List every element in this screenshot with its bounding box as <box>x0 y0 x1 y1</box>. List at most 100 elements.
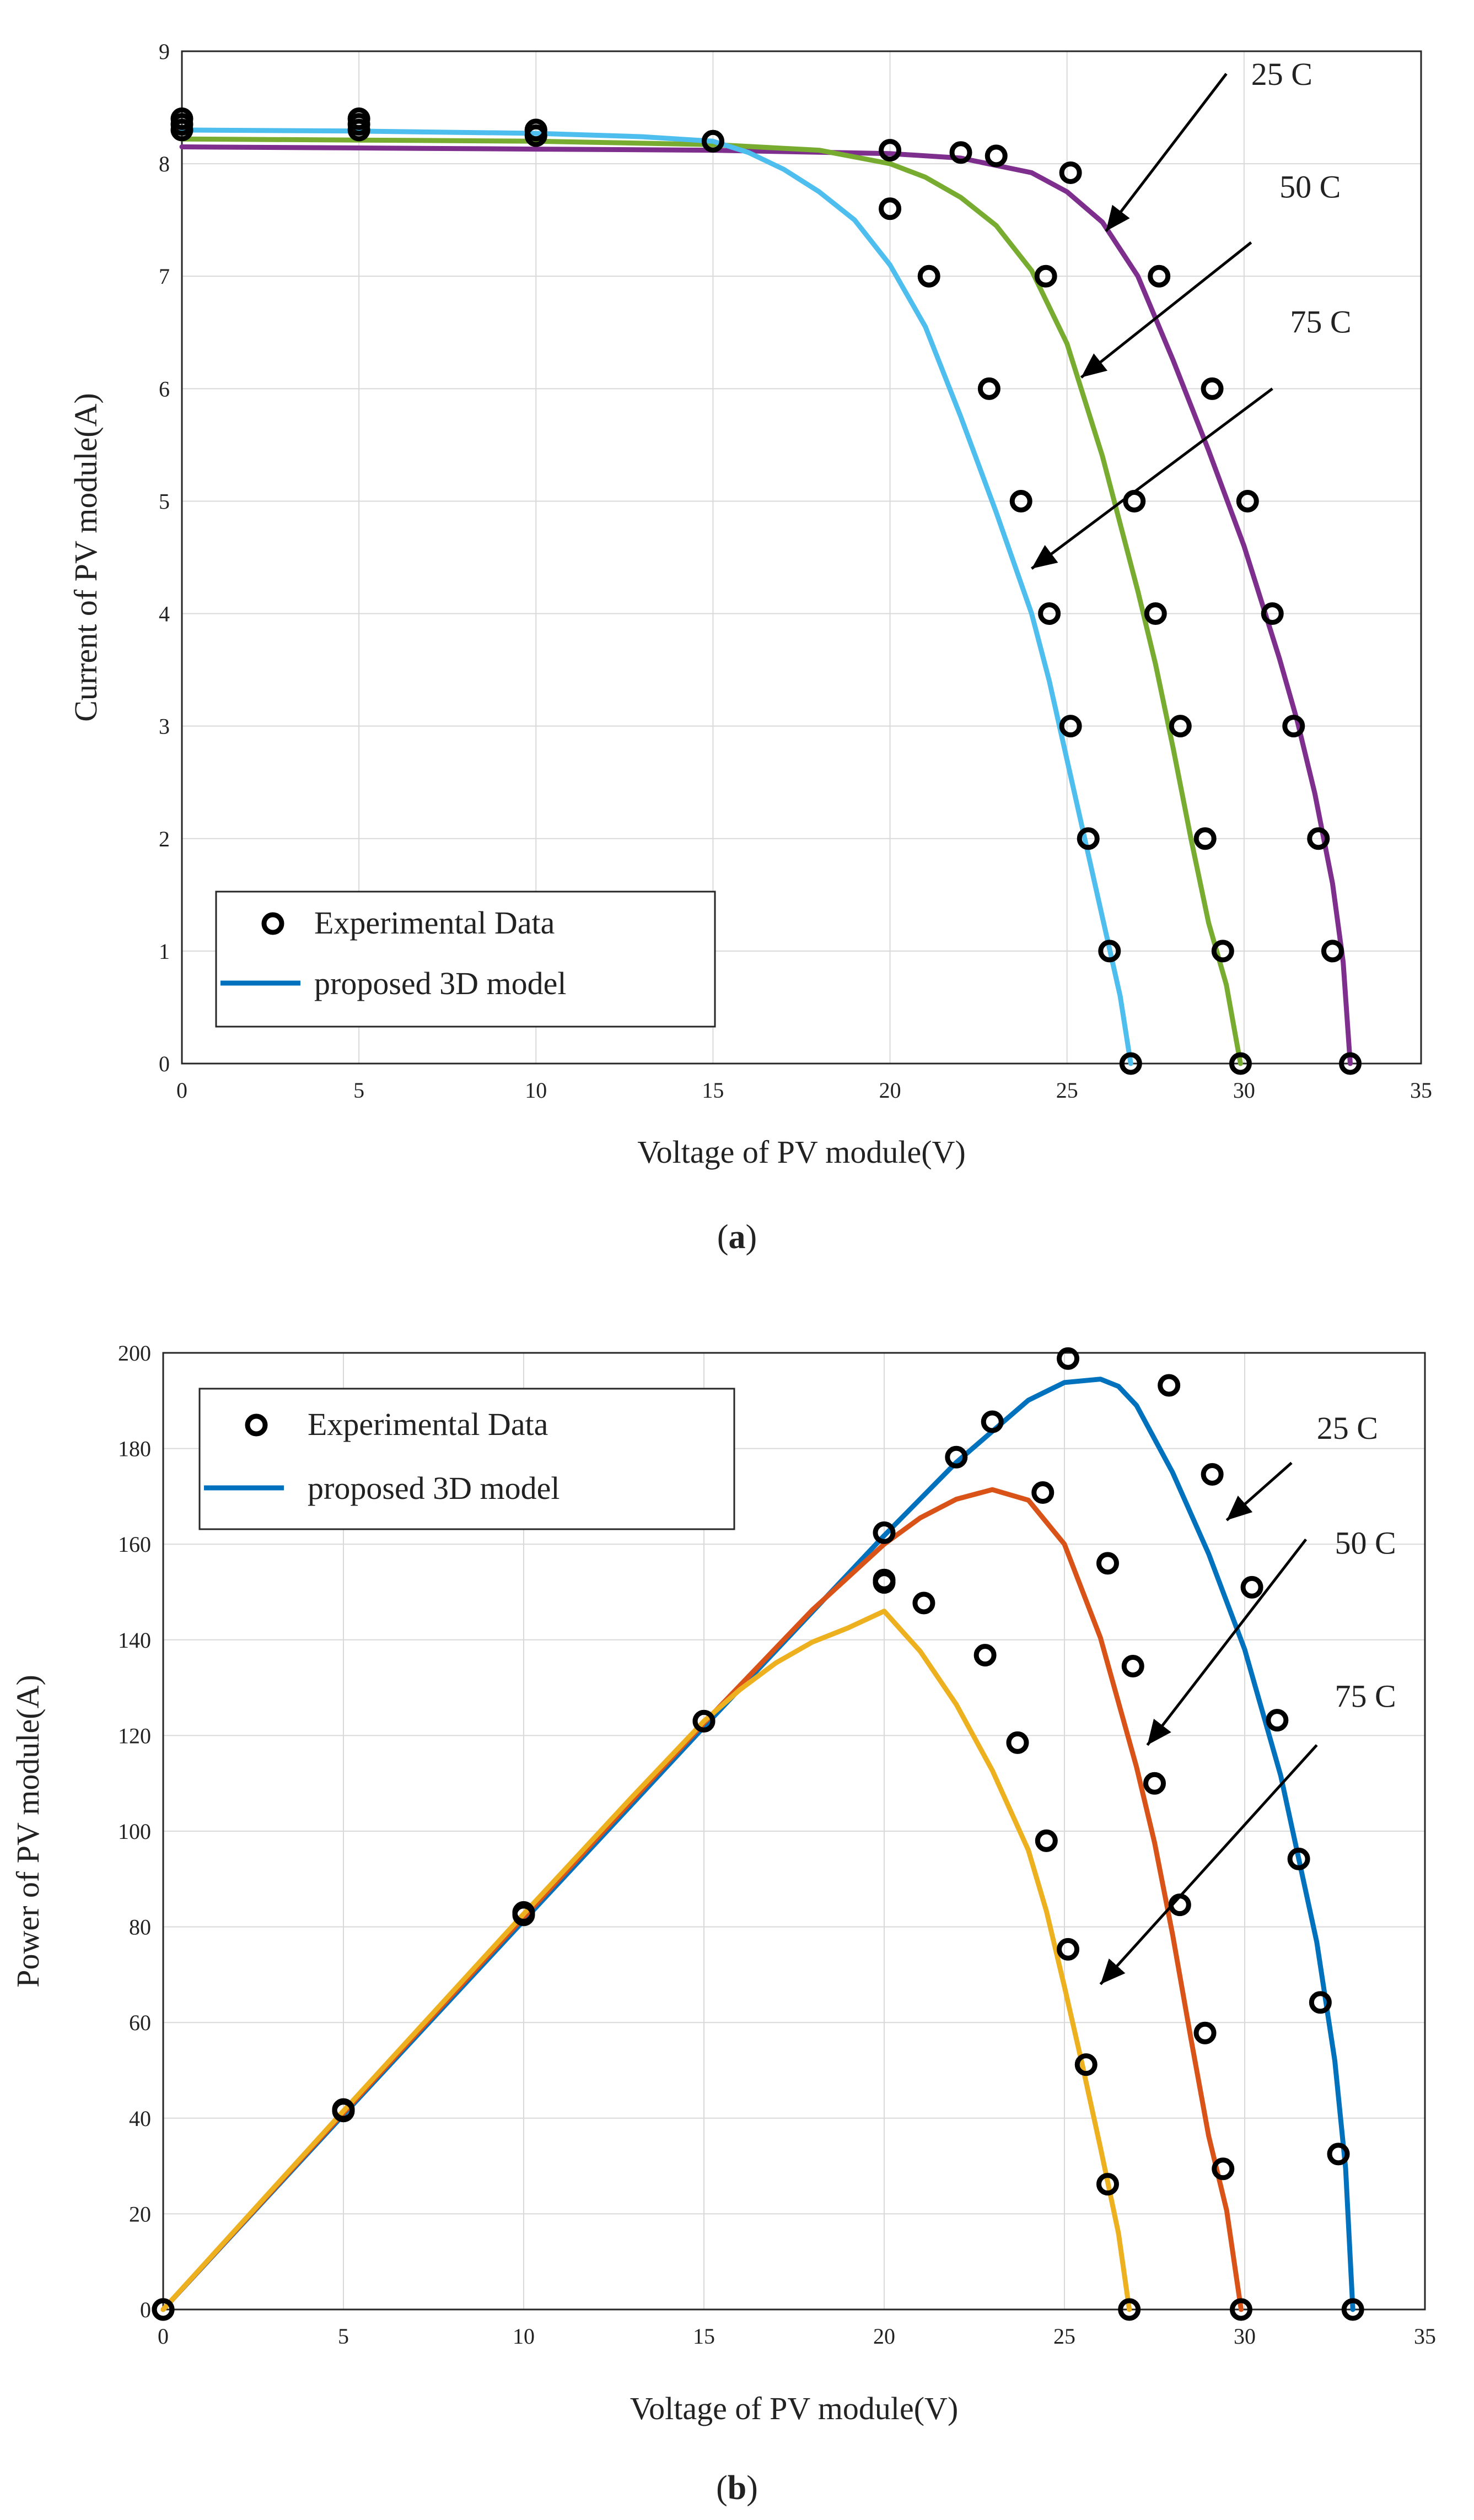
y-tick-label: 3 <box>159 714 170 739</box>
experimental-point <box>1006 1731 1029 1754</box>
panel-label-letter: a <box>729 1218 746 1256</box>
y-axis-label: Power of PV module(A) <box>10 1675 46 1988</box>
experimental-point <box>1169 715 1192 738</box>
experimental-point <box>1212 2157 1235 2181</box>
experimental-point <box>1339 1052 1362 1075</box>
legend-marker-symbol <box>245 1413 268 1437</box>
experimental-point <box>873 1571 896 1594</box>
experimental-point <box>1211 940 1234 963</box>
panel-label-letter: b <box>728 2469 746 2507</box>
experimental-point <box>873 1521 896 1544</box>
experimental-point <box>1201 377 1224 400</box>
x-tick-label: 35 <box>1414 2324 1436 2349</box>
x-tick-label: 15 <box>702 1078 724 1103</box>
y-tick-label: 120 <box>118 1723 151 1748</box>
panel-label-close: ) <box>746 1218 757 1256</box>
experimental-point <box>1057 1938 1080 1961</box>
experimental-point <box>1282 715 1305 738</box>
temperature-label: 50 C <box>1279 169 1341 204</box>
panel-label-close: ) <box>746 2469 758 2507</box>
experimental-point <box>1229 2298 1252 2321</box>
legend-box <box>198 1388 735 1530</box>
experimental-point <box>1074 2053 1098 2076</box>
legend-marker-symbol <box>261 912 284 935</box>
experimental-point <box>1158 1374 1181 1397</box>
x-tick-label: 25 <box>1056 1078 1078 1103</box>
experimental-point <box>1144 602 1167 625</box>
x-tick-label: 15 <box>693 2324 715 2349</box>
legend-marker-label: Experimental Data <box>308 1406 548 1442</box>
experimental-point <box>1057 1347 1080 1370</box>
legend-line-label: proposed 3D model <box>308 1470 560 1506</box>
x-tick-label: 30 <box>1233 1078 1255 1103</box>
model-curve-50c <box>179 136 1243 1066</box>
annotation-arrow <box>1225 1461 1293 1521</box>
experimental-point <box>1327 2143 1350 2166</box>
experimental-point <box>1321 940 1344 963</box>
panel-label: (b) <box>716 2469 758 2507</box>
x-tick-label: 5 <box>338 2324 349 2349</box>
experimental-point <box>981 1410 1004 1433</box>
experimental-point <box>1341 2298 1364 2321</box>
model-curve-75c <box>160 1609 1132 2312</box>
y-tick-label: 1 <box>159 939 170 964</box>
experimental-point <box>1307 827 1330 850</box>
annotation-arrow <box>1105 73 1228 233</box>
x-tick-label: 5 <box>353 1078 364 1103</box>
annotation-arrow <box>1080 241 1252 379</box>
experimental-point <box>945 1445 968 1469</box>
y-tick-label: 200 <box>118 1341 151 1366</box>
experimental-point <box>1059 715 1082 738</box>
experimental-point <box>1236 489 1259 512</box>
experimental-point <box>701 129 724 153</box>
experimental-point <box>1193 2021 1217 2044</box>
panel-label-open: ( <box>717 1218 729 1256</box>
axes-frame <box>162 1352 1426 2311</box>
experimental-point <box>152 2298 175 2321</box>
temperature-label: 75 C <box>1290 304 1351 339</box>
experimental-point <box>949 141 972 164</box>
legend-marker-label: Experimental Data <box>314 905 555 941</box>
y-tick-label: 40 <box>129 2106 151 2131</box>
y-tick-label: 7 <box>159 264 170 289</box>
x-tick-label: 0 <box>176 1078 187 1103</box>
panel-b-power-chart: 0 5 10 15 20 25 30 35 0 20 40 60 80 100 120 140 160 180 20… <box>10 1341 1436 2507</box>
legend-box <box>215 891 716 1028</box>
experimental-point <box>1096 2173 1119 2196</box>
experimental-point <box>1098 940 1121 963</box>
experimental-point <box>1118 2298 1141 2321</box>
experimental-point <box>1143 1772 1166 1795</box>
y-tick-label: 160 <box>118 1532 151 1557</box>
y-axis-label: Current of PV module(A) <box>68 393 104 722</box>
experimental-point <box>977 377 1000 400</box>
panel-label-open: ( <box>716 2469 728 2507</box>
experimental-point <box>879 197 902 220</box>
y-tick-label: 9 <box>159 39 170 64</box>
experimental-point <box>973 1644 997 1667</box>
experimental-point <box>1031 1481 1055 1504</box>
experimental-point <box>1009 489 1032 512</box>
y-tick-label: 2 <box>159 827 170 851</box>
experimental-point <box>1287 1847 1310 1870</box>
x-tick-label: 25 <box>1053 2324 1075 2349</box>
y-tick-label: 0 <box>140 2297 151 2322</box>
experimental-point <box>1096 1552 1119 1575</box>
y-tick-label: 60 <box>129 2010 151 2035</box>
y-tick-label: 20 <box>129 2201 151 2226</box>
experimental-point <box>1309 1991 1332 2014</box>
experimental-point <box>1038 602 1061 625</box>
experimental-point <box>692 1709 716 1733</box>
experimental-point <box>1261 602 1284 625</box>
y-tick-label: 80 <box>129 1915 151 1940</box>
y-tick-label: 100 <box>118 1819 151 1844</box>
annotation-arrow <box>1146 1538 1308 1746</box>
experimental-point <box>1229 1052 1252 1075</box>
y-tick-label: 8 <box>159 152 170 176</box>
temperature-label: 25 C <box>1317 1410 1378 1446</box>
x-tick-label: 35 <box>1410 1078 1432 1103</box>
annotation-arrow <box>1099 1744 1318 1985</box>
legend-line-label: proposed 3D model <box>314 965 567 1001</box>
experimental-point <box>170 107 193 130</box>
temperature-label: 50 C <box>1335 1525 1396 1561</box>
